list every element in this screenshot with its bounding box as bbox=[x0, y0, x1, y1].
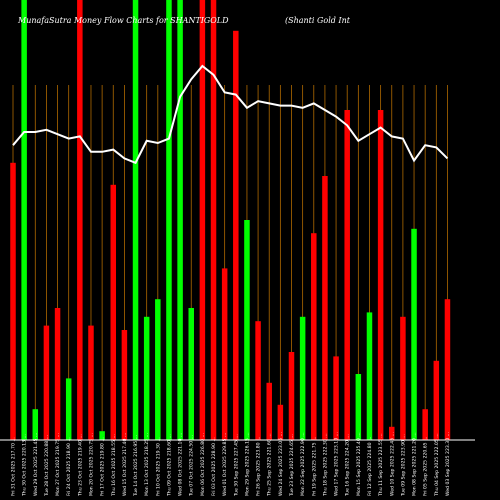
bar-32 bbox=[355, 374, 362, 440]
bar-30 bbox=[333, 356, 339, 440]
x-tick-label: Wed 08 Oct 2025 221.10 ... bbox=[178, 433, 184, 496]
x-tick-label: Thu 16 Oct 2025 218.55 ... bbox=[111, 434, 117, 497]
x-tick-label: Fri 17 Oct 2025 219.80 ... bbox=[100, 437, 106, 496]
bar-29 bbox=[322, 176, 328, 440]
bar-7 bbox=[77, 0, 83, 440]
x-tick-label: Fri 19 Sep 2025 221.75 ... bbox=[311, 437, 317, 496]
x-tick-label: Thu 04 Sep 2025 222.05 ... bbox=[434, 433, 440, 497]
bar-22 bbox=[244, 220, 250, 440]
bar-20 bbox=[221, 268, 228, 440]
x-tick-label: Thu 23 Oct 2025 219.40 ... bbox=[77, 434, 83, 497]
x-tick-label: Fri 24 Oct 2025 218.90 ... bbox=[66, 437, 72, 496]
x-tick-label: Fri 26 Sep 2025 223.80 ... bbox=[256, 437, 262, 496]
chart-title-right: (Shanti Gold Int bbox=[285, 16, 351, 25]
bar-15 bbox=[166, 0, 172, 440]
x-tick-label: Wed 29 Oct 2025 221.45 ... bbox=[33, 433, 39, 496]
x-tick-labels: Fri 31 Oct 2025 217.70 ... Thu 30 Oct 202… bbox=[11, 432, 451, 497]
chart-title-left: MunafaSutra Money Flow Charts for SHANTI… bbox=[17, 16, 229, 25]
bar-18 bbox=[199, 0, 206, 440]
bar-3 bbox=[32, 409, 39, 440]
x-tick-label: Tue 16 Sep 2025 224.20 ... bbox=[345, 434, 351, 497]
x-tick-label: Mon 15 Sep 2025 225.40 ... bbox=[356, 432, 362, 496]
x-tick-label: Wed 10 Sep 2025 222.45 ... bbox=[389, 432, 395, 496]
bar-16 bbox=[177, 0, 183, 440]
x-tick-label: Tue 14 Oct 2025 216.95 ... bbox=[133, 435, 139, 497]
x-tick-label: Tue 30 Sep 2025 227.45 ... bbox=[233, 434, 239, 497]
bar-6 bbox=[65, 378, 72, 440]
bar-11 bbox=[121, 330, 128, 440]
bar-27 bbox=[299, 316, 306, 440]
x-tick-label: Thu 18 Sep 2025 222.30 ... bbox=[322, 433, 328, 497]
x-tick-label: Wed 17 Sep 2025 223.10 ... bbox=[334, 432, 340, 496]
x-tick-label: Fri 03 Oct 2025 228.90 ... bbox=[211, 437, 217, 496]
x-tick-label: Mon 08 Sep 2025 221.20 ... bbox=[412, 432, 418, 496]
bar-4 bbox=[43, 325, 50, 440]
x-tick-label: Mon 22 Sep 2025 222.90 ... bbox=[300, 432, 306, 496]
x-tick-label: Fri 10 Oct 2025 219.30 ... bbox=[155, 437, 161, 496]
bar-25 bbox=[277, 404, 284, 440]
bar-19 bbox=[210, 0, 217, 440]
bar-38 bbox=[422, 409, 428, 440]
x-tick-label: Mon 20 Oct 2025 220.75 ... bbox=[88, 433, 94, 496]
x-tick-label: Fri 12 Sep 2025 224.80 ... bbox=[367, 437, 373, 496]
x-tick-label: Wed 01 Oct 2025 229.85 ... bbox=[222, 433, 228, 496]
x-tick-label: Thu 09 Oct 2025 218.60 ... bbox=[166, 434, 172, 497]
bar-17 bbox=[188, 308, 194, 440]
x-tick-label: Thu 11 Sep 2025 223.55 ... bbox=[378, 433, 384, 497]
bar-28 bbox=[311, 233, 317, 440]
x-tick-label: Thu 30 Oct 2025 220.13 ... bbox=[22, 434, 28, 497]
bar-9 bbox=[99, 431, 105, 440]
bar-8 bbox=[88, 325, 94, 440]
bar-13 bbox=[143, 316, 150, 440]
bar-36 bbox=[400, 316, 406, 440]
x-tick-label: Mon 29 Sep 2025 226.15 ... bbox=[244, 432, 250, 496]
x-tick-label: Wed 03 Sep 2025 223.30 ... bbox=[445, 432, 451, 496]
bar-12 bbox=[132, 0, 139, 440]
bar-35 bbox=[389, 426, 395, 440]
bar-31 bbox=[344, 110, 350, 440]
x-tick-label: Fri 31 Oct 2025 217.70 ... bbox=[11, 437, 17, 496]
x-tick-label: Tue 23 Sep 2025 224.65 ... bbox=[289, 434, 295, 497]
bar-39 bbox=[433, 360, 440, 440]
x-tick-label: Mon 13 Oct 2025 218.25 ... bbox=[144, 433, 150, 496]
bar-21 bbox=[233, 30, 239, 441]
x-tick-label: Tue 28 Oct 2025 220.88 ... bbox=[44, 435, 50, 497]
bar-2 bbox=[21, 0, 27, 440]
x-tick-label: Thu 25 Sep 2025 221.60 ... bbox=[267, 433, 273, 497]
bar-1 bbox=[10, 162, 16, 441]
bar-24 bbox=[266, 382, 272, 440]
x-tick-label: Wed 15 Oct 2025 217.40 ... bbox=[122, 433, 128, 496]
x-tick-label: Fri 05 Sep 2025 220.65 ... bbox=[423, 437, 429, 496]
bar-14 bbox=[155, 299, 161, 440]
money-flow-line bbox=[12, 64, 449, 165]
x-tick-label: Mon 27 Oct 2025 219.75 ... bbox=[55, 433, 61, 496]
x-tick-label: Wed 24 Sep 2025 223.05 ... bbox=[278, 432, 284, 496]
bar-40 bbox=[444, 299, 451, 440]
bar-34 bbox=[377, 110, 384, 440]
bar-33 bbox=[366, 312, 373, 440]
x-tick-label: Tue 09 Sep 2025 223.90 ... bbox=[400, 434, 406, 497]
bar-37 bbox=[411, 228, 417, 440]
bar-23 bbox=[255, 321, 261, 440]
bar-10 bbox=[110, 184, 117, 440]
bar-5 bbox=[54, 308, 61, 440]
bar-26 bbox=[288, 352, 295, 440]
bar-series bbox=[10, 0, 451, 441]
x-tick-label: Mon 06 Oct 2025 226.80 ... bbox=[200, 433, 206, 496]
x-tick-label: Tue 07 Oct 2025 224.50 ... bbox=[189, 435, 195, 497]
